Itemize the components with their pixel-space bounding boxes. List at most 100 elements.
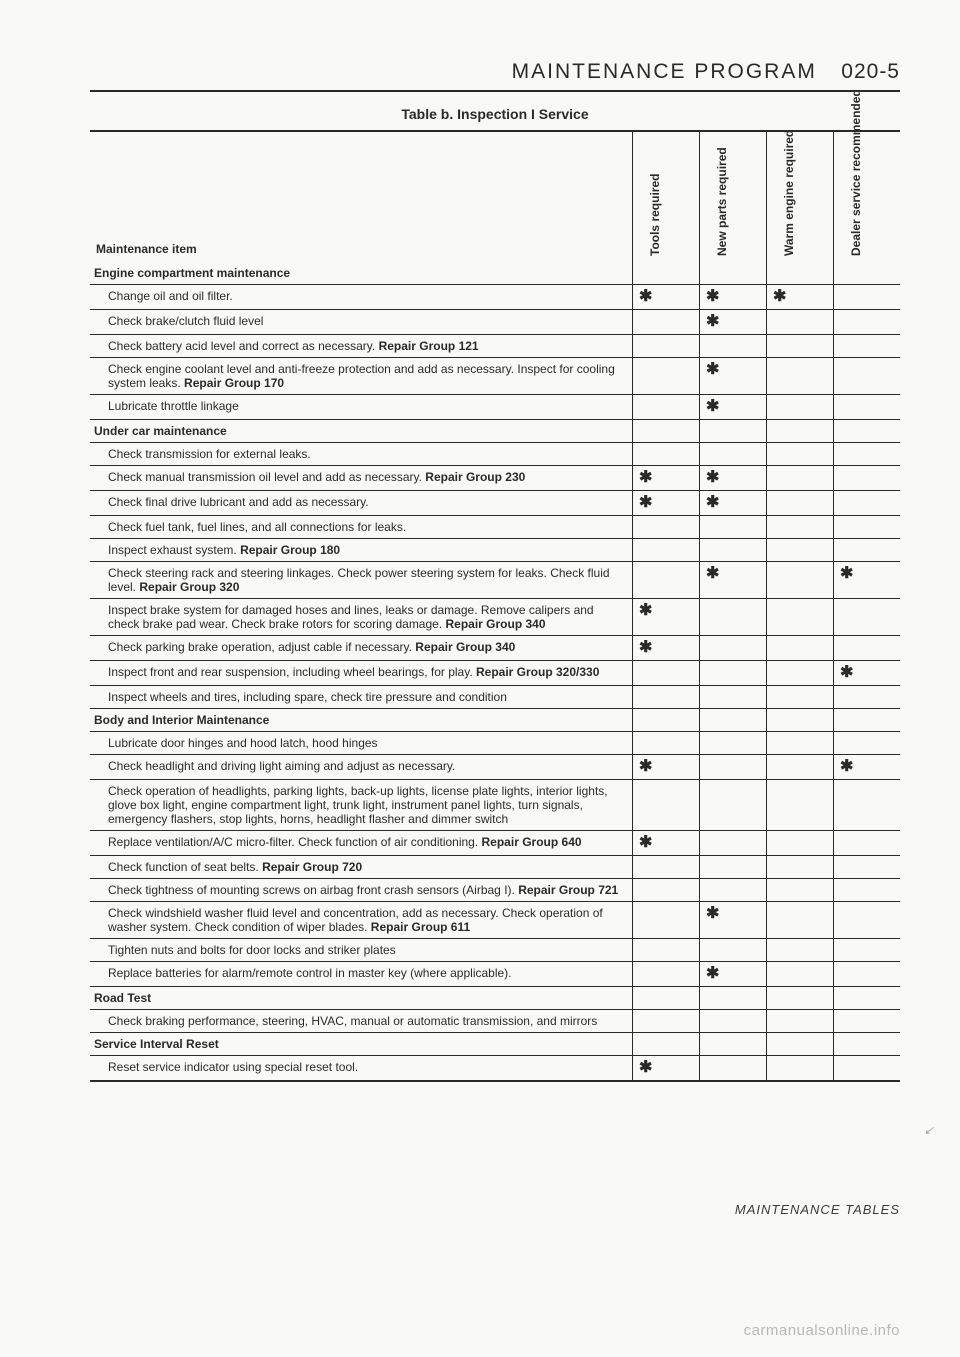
item-row: Inspect wheels and tires, including spar… bbox=[90, 686, 900, 709]
mark-cell bbox=[834, 856, 901, 879]
mark-cell bbox=[700, 539, 767, 562]
mark-cell bbox=[834, 732, 901, 755]
mark-cell bbox=[633, 420, 700, 443]
mark-cell bbox=[834, 539, 901, 562]
item-description: Check battery acid level and correct as … bbox=[90, 335, 633, 358]
mark-cell bbox=[700, 686, 767, 709]
mark-cell bbox=[767, 831, 834, 856]
mark-cell bbox=[834, 335, 901, 358]
item-row: Check function of seat belts. Repair Gro… bbox=[90, 856, 900, 879]
table-header-row: Maintenance item Tools required New part… bbox=[90, 131, 900, 262]
mark-cell bbox=[633, 732, 700, 755]
mark-cell: ✱ bbox=[834, 755, 901, 780]
mark-cell bbox=[767, 516, 834, 539]
mark-cell bbox=[633, 1010, 700, 1033]
section-label: Service Interval Reset bbox=[90, 1033, 633, 1056]
item-row: Lubricate door hinges and hood latch, ho… bbox=[90, 732, 900, 755]
mark-cell bbox=[834, 879, 901, 902]
item-description: Replace ventilation/A/C micro-filter. Ch… bbox=[90, 831, 633, 856]
mark-cell bbox=[767, 661, 834, 686]
mark-cell bbox=[767, 310, 834, 335]
mark-cell bbox=[700, 516, 767, 539]
section-label: Engine compartment maintenance bbox=[90, 262, 633, 285]
col-header-item: Maintenance item bbox=[90, 131, 633, 262]
mark-cell bbox=[767, 879, 834, 902]
mark-cell bbox=[633, 262, 700, 285]
mark-cell bbox=[767, 466, 834, 491]
mark-cell bbox=[633, 686, 700, 709]
section-row: Under car maintenance bbox=[90, 420, 900, 443]
item-row: Check engine coolant level and anti-free… bbox=[90, 358, 900, 395]
mark-cell bbox=[767, 491, 834, 516]
item-row: Check steering rack and steering linkage… bbox=[90, 562, 900, 599]
mark-cell bbox=[700, 1056, 767, 1082]
item-description: Inspect brake system for damaged hoses a… bbox=[90, 599, 633, 636]
col-header-warm-label: Warm engine required bbox=[782, 126, 796, 256]
mark-cell bbox=[633, 335, 700, 358]
section-label: Under car maintenance bbox=[90, 420, 633, 443]
item-description: Check operation of headlights, parking l… bbox=[90, 780, 633, 831]
item-row: Replace ventilation/A/C micro-filter. Ch… bbox=[90, 831, 900, 856]
item-row: Reset service indicator using special re… bbox=[90, 1056, 900, 1082]
mark-cell: ✱ bbox=[633, 466, 700, 491]
item-row: Check operation of headlights, parking l… bbox=[90, 780, 900, 831]
item-row: Inspect exhaust system. Repair Group 180 bbox=[90, 539, 900, 562]
mark-cell bbox=[767, 562, 834, 599]
mark-cell bbox=[767, 335, 834, 358]
col-header-tools: Tools required bbox=[633, 131, 700, 262]
mark-cell bbox=[834, 902, 901, 939]
mark-cell bbox=[834, 262, 901, 285]
mark-cell bbox=[700, 879, 767, 902]
item-row: Inspect brake system for damaged hoses a… bbox=[90, 599, 900, 636]
item-description: Reset service indicator using special re… bbox=[90, 1056, 633, 1082]
mark-cell bbox=[700, 599, 767, 636]
table-body: Engine compartment maintenanceChange oil… bbox=[90, 262, 900, 1081]
mark-cell bbox=[767, 755, 834, 780]
mark-cell: ✱ bbox=[633, 636, 700, 661]
item-description: Lubricate door hinges and hood latch, ho… bbox=[90, 732, 633, 755]
mark-cell bbox=[834, 780, 901, 831]
mark-cell bbox=[700, 755, 767, 780]
item-description: Check windshield washer fluid level and … bbox=[90, 902, 633, 939]
item-row: Check transmission for external leaks. bbox=[90, 443, 900, 466]
item-description: Check fuel tank, fuel lines, and all con… bbox=[90, 516, 633, 539]
section-row: Road Test bbox=[90, 987, 900, 1010]
mark-cell bbox=[767, 709, 834, 732]
mark-cell bbox=[767, 262, 834, 285]
col-header-tools-label: Tools required bbox=[648, 126, 662, 256]
mark-cell bbox=[767, 1033, 834, 1056]
item-row: Tighten nuts and bolts for door locks an… bbox=[90, 939, 900, 962]
mark-cell bbox=[767, 856, 834, 879]
mark-cell bbox=[834, 516, 901, 539]
mark-cell bbox=[700, 661, 767, 686]
mark-cell bbox=[700, 709, 767, 732]
mark-cell: ✱ bbox=[700, 562, 767, 599]
mark-cell bbox=[633, 709, 700, 732]
item-row: Change oil and oil filter.✱✱✱ bbox=[90, 285, 900, 310]
col-header-dealer: Dealer service recommended bbox=[834, 131, 901, 262]
mark-cell bbox=[834, 310, 901, 335]
item-description: Inspect wheels and tires, including spar… bbox=[90, 686, 633, 709]
page-header: MAINTENANCE PROGRAM 020-5 bbox=[90, 60, 900, 92]
mark-cell bbox=[834, 466, 901, 491]
footer-section-name: MAINTENANCE TABLES bbox=[90, 1202, 900, 1217]
mark-cell bbox=[834, 358, 901, 395]
mark-cell bbox=[767, 962, 834, 987]
mark-cell bbox=[834, 1010, 901, 1033]
mark-cell bbox=[700, 939, 767, 962]
item-description: Check engine coolant level and anti-free… bbox=[90, 358, 633, 395]
item-description: Check final drive lubricant and add as n… bbox=[90, 491, 633, 516]
mark-cell bbox=[834, 420, 901, 443]
mark-cell bbox=[834, 285, 901, 310]
mark-cell bbox=[834, 1056, 901, 1082]
mark-cell bbox=[767, 686, 834, 709]
item-description: Check steering rack and steering linkage… bbox=[90, 562, 633, 599]
item-row: Check battery acid level and correct as … bbox=[90, 335, 900, 358]
mark-cell bbox=[633, 902, 700, 939]
item-row: Check parking brake operation, adjust ca… bbox=[90, 636, 900, 661]
mark-cell bbox=[700, 831, 767, 856]
mark-cell bbox=[767, 395, 834, 420]
mark-cell bbox=[633, 395, 700, 420]
mark-cell bbox=[767, 636, 834, 661]
mark-cell bbox=[834, 636, 901, 661]
